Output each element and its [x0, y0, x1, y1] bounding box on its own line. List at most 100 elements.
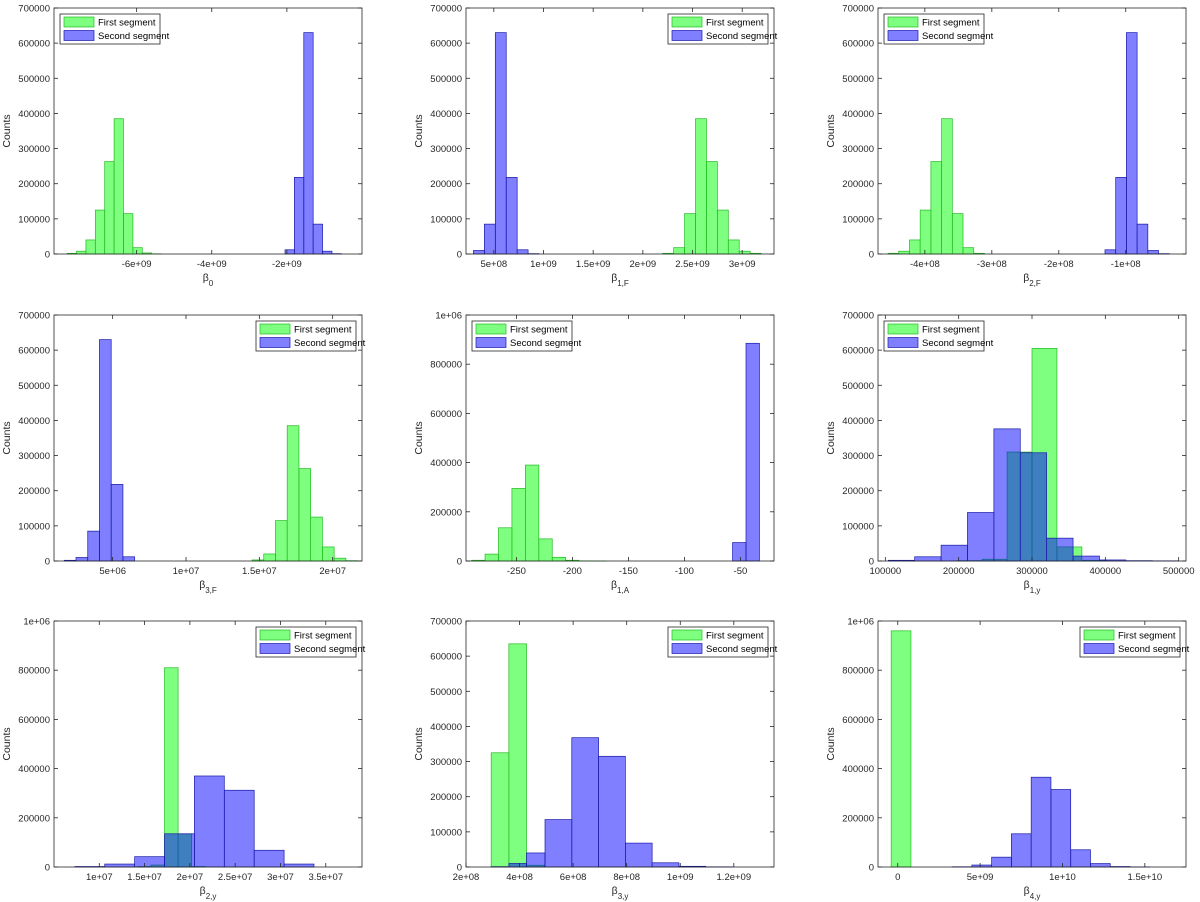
y-tick-label: 700000	[18, 4, 50, 15]
second-segment-bar	[164, 833, 195, 868]
subplot-7: 0 200000 400000 600000 800000 1e+06 1e+07 1.5e+…	[1, 617, 366, 901]
second-segment-swatch	[671, 30, 703, 41]
x-tick-label: -4e+08	[910, 259, 940, 270]
second-segment-swatch	[887, 30, 919, 41]
y-axis-label: Counts	[825, 421, 837, 454]
y-tick-label: 0	[457, 557, 462, 568]
y-tick-label: 200000	[842, 179, 874, 190]
y-tick-label: 600000	[18, 39, 50, 50]
second-segment-bar	[122, 556, 136, 562]
second-segment-bar	[303, 32, 314, 255]
y-tick-label: 800000	[18, 666, 50, 677]
y-tick-label: 600000	[842, 346, 874, 357]
second-segment-bar	[1011, 833, 1032, 868]
second-segment-bar	[940, 544, 968, 562]
legend: First segment Second segment	[883, 320, 994, 352]
second-segment-swatch	[475, 337, 507, 348]
second-segment-bar	[494, 32, 507, 255]
first-segment-bar	[490, 752, 510, 868]
second-segment-bar	[223, 789, 255, 868]
x-tick-label: -250	[507, 566, 526, 577]
second-segment-legend-label: Second segment	[706, 31, 778, 42]
y-tick-label: 400000	[842, 764, 874, 775]
subplot-5: 0 200000 400000 600000 800000 1e+06 -250 -200 -1…	[413, 311, 775, 595]
second-segment-bar	[134, 856, 165, 868]
y-tick-label: 200000	[842, 486, 874, 497]
x-tick-label: 3.5e+07	[308, 872, 343, 883]
y-tick-label: 200000	[18, 486, 50, 497]
y-axis-label: Counts	[825, 727, 837, 760]
y-tick-label: 200000	[430, 507, 462, 518]
x-axis-label: β3,y	[612, 885, 629, 901]
first-segment-bar	[76, 250, 87, 255]
second-segment-legend-label: Second segment	[294, 644, 366, 655]
x-tick-label: 1e+07	[173, 566, 200, 577]
first-segment-bar	[508, 643, 527, 868]
second-segment-bar	[322, 250, 333, 255]
second-segment-bar	[991, 856, 1012, 868]
x-tick-label: 2e+07	[177, 872, 204, 883]
x-tick-label: 3e+07	[267, 872, 294, 883]
x-tick-label: 400000	[1089, 566, 1121, 577]
x-tick-label: 100000	[869, 566, 901, 577]
y-tick-label: 500000	[18, 74, 50, 85]
legend: First segment Second segment	[255, 320, 366, 352]
y-tick-label: 300000	[842, 451, 874, 462]
x-axis-label: β2,y	[200, 885, 217, 901]
second-segment-bar	[1090, 863, 1111, 868]
y-tick-label: 0	[457, 863, 462, 874]
first-segment-bar	[941, 118, 953, 255]
first-segment-swatch	[671, 16, 703, 28]
axes-frame	[877, 620, 1187, 868]
y-tick-label: 600000	[842, 715, 874, 726]
subplot-3: 0 100000 200000 300000 400000 500000 600000 700…	[825, 4, 1187, 288]
y-axis-label: Counts	[825, 114, 837, 147]
first-segment-bar	[684, 213, 696, 255]
x-axis-label: β4,y	[1024, 885, 1041, 901]
second-segment-bar	[1104, 249, 1117, 255]
x-axis-label: β2,F	[1023, 272, 1041, 288]
x-tick-label: -4e+09	[197, 259, 227, 270]
y-tick-label: 200000	[842, 813, 874, 824]
x-tick-label: 0	[895, 872, 900, 883]
y-tick-label: 100000	[842, 521, 874, 532]
y-tick-label: 1e+06	[435, 311, 462, 322]
y-tick-label: 0	[45, 863, 50, 874]
first-segment-legend-label: First segment	[1118, 631, 1176, 642]
x-tick-label: 2.5e+07	[218, 872, 253, 883]
y-tick-label: 700000	[842, 311, 874, 322]
second-segment-legend-label: Second segment	[706, 644, 778, 655]
axes-frame	[465, 7, 775, 255]
y-tick-label: 100000	[18, 521, 50, 532]
second-segment-swatch	[259, 643, 291, 654]
x-tick-label: -200	[563, 566, 582, 577]
first-segment-swatch	[259, 323, 291, 335]
subplot-9: 0 200000 400000 600000 800000 1e+06 0 5e+09 1e+1…	[825, 617, 1190, 901]
y-tick-label: 0	[869, 863, 874, 874]
y-tick-label: 600000	[18, 715, 50, 726]
x-tick-label: 1.2e+09	[717, 872, 752, 883]
y-tick-label: 300000	[430, 144, 462, 155]
first-segment-swatch	[887, 323, 919, 335]
y-tick-label: 300000	[18, 451, 50, 462]
second-segment-bar	[473, 250, 485, 255]
second-segment-bar	[87, 530, 100, 562]
x-tick-label: -2e+09	[272, 259, 302, 270]
y-axis-label: Counts	[413, 421, 425, 454]
legend: First segment Second segment	[667, 13, 778, 45]
y-tick-label: 400000	[430, 109, 462, 120]
second-segment-bar	[1050, 789, 1072, 868]
first-segment-bar	[930, 161, 942, 255]
y-tick-label: 200000	[18, 179, 50, 190]
y-tick-label: 0	[45, 557, 50, 568]
y-tick-label: 400000	[842, 416, 874, 427]
y-tick-label: 800000	[430, 360, 462, 371]
subplot-1: 0 100000 200000 300000 400000 500000 600000 700…	[1, 4, 363, 288]
x-tick-label: 1.5e+09	[576, 259, 611, 270]
y-tick-label: 100000	[430, 827, 462, 838]
first-segment-bar	[738, 250, 751, 255]
first-segment-bar	[113, 118, 124, 255]
axes-frame	[53, 314, 363, 562]
x-tick-label: 500000	[1163, 566, 1195, 577]
second-segment-bar	[544, 819, 573, 868]
